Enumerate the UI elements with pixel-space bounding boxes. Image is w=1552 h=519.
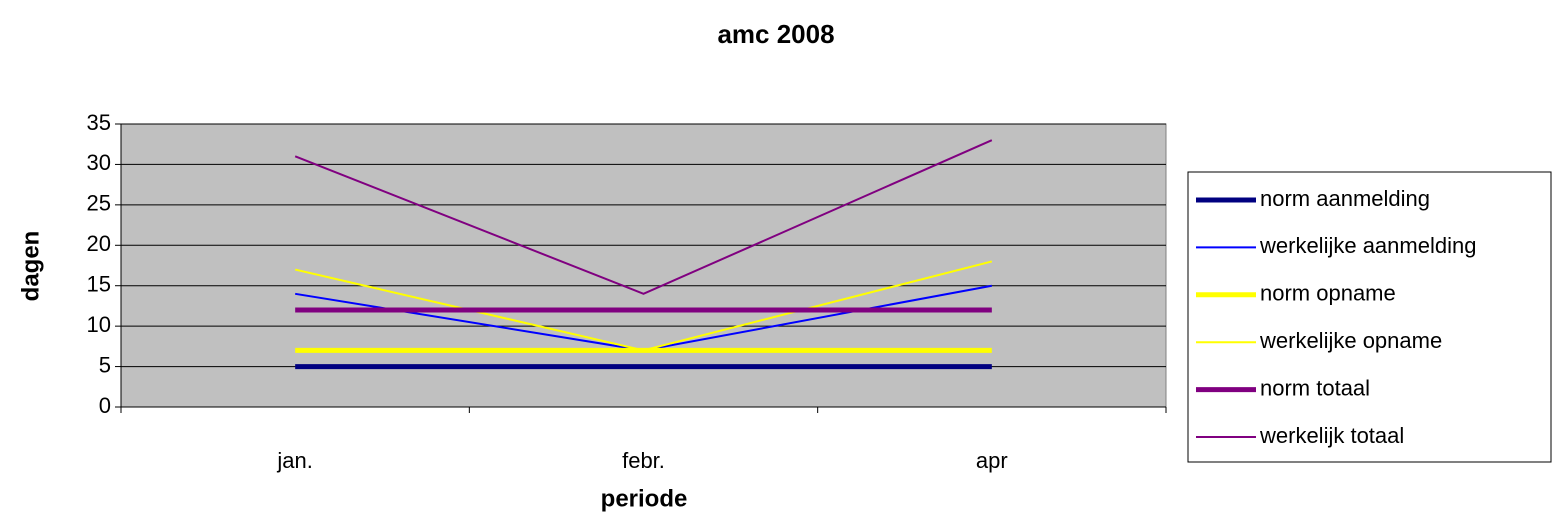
y-tick-label: 15 (87, 272, 111, 297)
legend-label: norm aanmelding (1260, 186, 1430, 211)
legend-label: norm totaal (1260, 375, 1370, 400)
legend-label: werkelijke opname (1259, 328, 1442, 353)
y-tick-label: 25 (87, 191, 111, 216)
y-tick-label: 20 (87, 231, 111, 256)
y-tick-label: 5 (99, 352, 111, 377)
legend-label: werkelijk totaal (1259, 423, 1404, 448)
x-tick-label: febr. (622, 448, 665, 473)
y-tick-label: 10 (87, 312, 111, 337)
series-line (294, 139, 993, 295)
legend-label: werkelijke aanmelding (1259, 233, 1476, 258)
chart-title: amc 2008 (717, 19, 834, 49)
legend (1187, 171, 1552, 463)
y-axis-label: dagen (17, 231, 44, 302)
x-tick-label: apr (976, 448, 1008, 473)
x-tick-label: jan. (276, 448, 312, 473)
y-tick-label: 30 (87, 150, 111, 175)
series-line (294, 260, 993, 352)
x-axis-label: periode (601, 485, 688, 512)
plot-area (120, 123, 1167, 408)
y-tick-label: 0 (99, 393, 111, 418)
y-tick-label: 35 (87, 110, 111, 135)
legend-label: norm opname (1260, 281, 1396, 306)
